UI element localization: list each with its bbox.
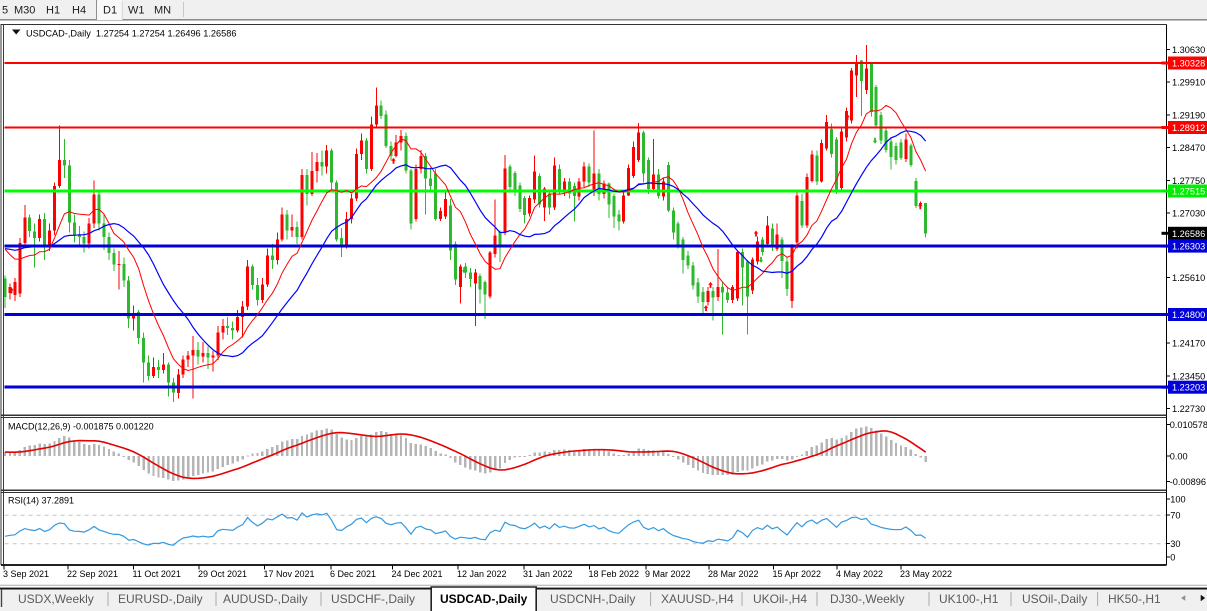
svg-text:12 Jan 2022: 12 Jan 2022	[457, 569, 507, 579]
svg-text:1.29190: 1.29190	[1172, 110, 1205, 120]
svg-text:M30: M30	[14, 5, 35, 17]
svg-text:15 Apr 2022: 15 Apr 2022	[773, 569, 822, 579]
svg-text:1.23203: 1.23203	[1172, 383, 1205, 393]
svg-text:6 Dec 2021: 6 Dec 2021	[330, 569, 376, 579]
svg-text:100: 100	[1170, 495, 1185, 505]
svg-text:W1: W1	[128, 5, 145, 17]
svg-text:H1: H1	[46, 5, 60, 17]
svg-text:4 May 2022: 4 May 2022	[836, 569, 883, 579]
svg-text:5: 5	[2, 5, 8, 17]
svg-text:1.27515: 1.27515	[1172, 187, 1205, 197]
svg-text:USDCAD-,Daily 1.27254 1.27254: USDCAD-,Daily 1.27254 1.27254 1.26496 1.…	[26, 29, 236, 39]
svg-text:RSI(14) 37.2891: RSI(14) 37.2891	[8, 496, 74, 506]
svg-text:1.28470: 1.28470	[1172, 143, 1205, 153]
svg-text:MACD(12,26,9) -0.001875 0.0012: MACD(12,26,9) -0.001875 0.001220	[8, 422, 154, 432]
svg-text:1.30630: 1.30630	[1172, 45, 1205, 55]
svg-text:UK100-,H1: UK100-,H1	[939, 592, 999, 606]
svg-text:1.26303: 1.26303	[1172, 242, 1205, 252]
svg-text:29 Oct 2021: 29 Oct 2021	[198, 569, 247, 579]
svg-text:1.27030: 1.27030	[1172, 209, 1205, 219]
svg-text:1.26586: 1.26586	[1172, 229, 1205, 239]
svg-text:1.23450: 1.23450	[1172, 371, 1205, 381]
svg-text:USDX,Weekly: USDX,Weekly	[18, 592, 94, 606]
svg-text:70: 70	[1170, 511, 1180, 521]
svg-text:1.27750: 1.27750	[1172, 176, 1205, 186]
svg-text:0: 0	[1170, 553, 1175, 563]
svg-text:11 Oct 2021: 11 Oct 2021	[133, 569, 181, 579]
svg-text:28 Mar 2022: 28 Mar 2022	[708, 569, 759, 579]
svg-text:UKOil-,H4: UKOil-,H4	[753, 592, 807, 606]
svg-text:23 May 2022: 23 May 2022	[900, 569, 952, 579]
svg-text:30: 30	[1170, 539, 1180, 549]
svg-text:XAUUSD-,H4: XAUUSD-,H4	[661, 592, 734, 606]
svg-text:1.24800: 1.24800	[1172, 310, 1205, 320]
svg-text:H4: H4	[72, 5, 86, 17]
svg-text:0.010578: 0.010578	[1170, 420, 1207, 430]
svg-text:USOil-,Daily: USOil-,Daily	[1022, 592, 1087, 606]
svg-text:D1: D1	[103, 5, 117, 17]
svg-text:HK50-,H1: HK50-,H1	[1108, 592, 1161, 606]
svg-text:22 Sep 2021: 22 Sep 2021	[67, 569, 118, 579]
svg-text:0.00: 0.00	[1170, 452, 1188, 462]
svg-text:3 Sep 2021: 3 Sep 2021	[3, 569, 49, 579]
svg-text:-0.00896: -0.00896	[1170, 477, 1206, 487]
svg-text:1.30328: 1.30328	[1172, 59, 1205, 69]
svg-text:1.28912: 1.28912	[1172, 123, 1205, 133]
svg-text:18 Feb 2022: 18 Feb 2022	[589, 569, 640, 579]
svg-text:USDCNH-,Daily: USDCNH-,Daily	[550, 592, 635, 606]
svg-text:24 Dec 2021: 24 Dec 2021	[392, 569, 443, 579]
svg-text:AUDUSD-,Daily: AUDUSD-,Daily	[223, 592, 308, 606]
svg-text:9 Mar 2022: 9 Mar 2022	[645, 569, 691, 579]
svg-text:1.24170: 1.24170	[1172, 339, 1205, 349]
svg-text:31 Jan 2022: 31 Jan 2022	[523, 569, 573, 579]
svg-text:1.29910: 1.29910	[1172, 78, 1205, 88]
svg-text:1.25610: 1.25610	[1172, 273, 1205, 283]
svg-text:MN: MN	[154, 5, 171, 17]
svg-text:1.22730: 1.22730	[1172, 404, 1205, 414]
svg-text:17 Nov 2021: 17 Nov 2021	[264, 569, 315, 579]
svg-text:EURUSD-,Daily: EURUSD-,Daily	[118, 592, 203, 606]
svg-text:DJ30-,Weekly: DJ30-,Weekly	[830, 592, 904, 606]
svg-text:USDCAD-,Daily: USDCAD-,Daily	[440, 592, 528, 606]
svg-text:USDCHF-,Daily: USDCHF-,Daily	[331, 592, 415, 606]
